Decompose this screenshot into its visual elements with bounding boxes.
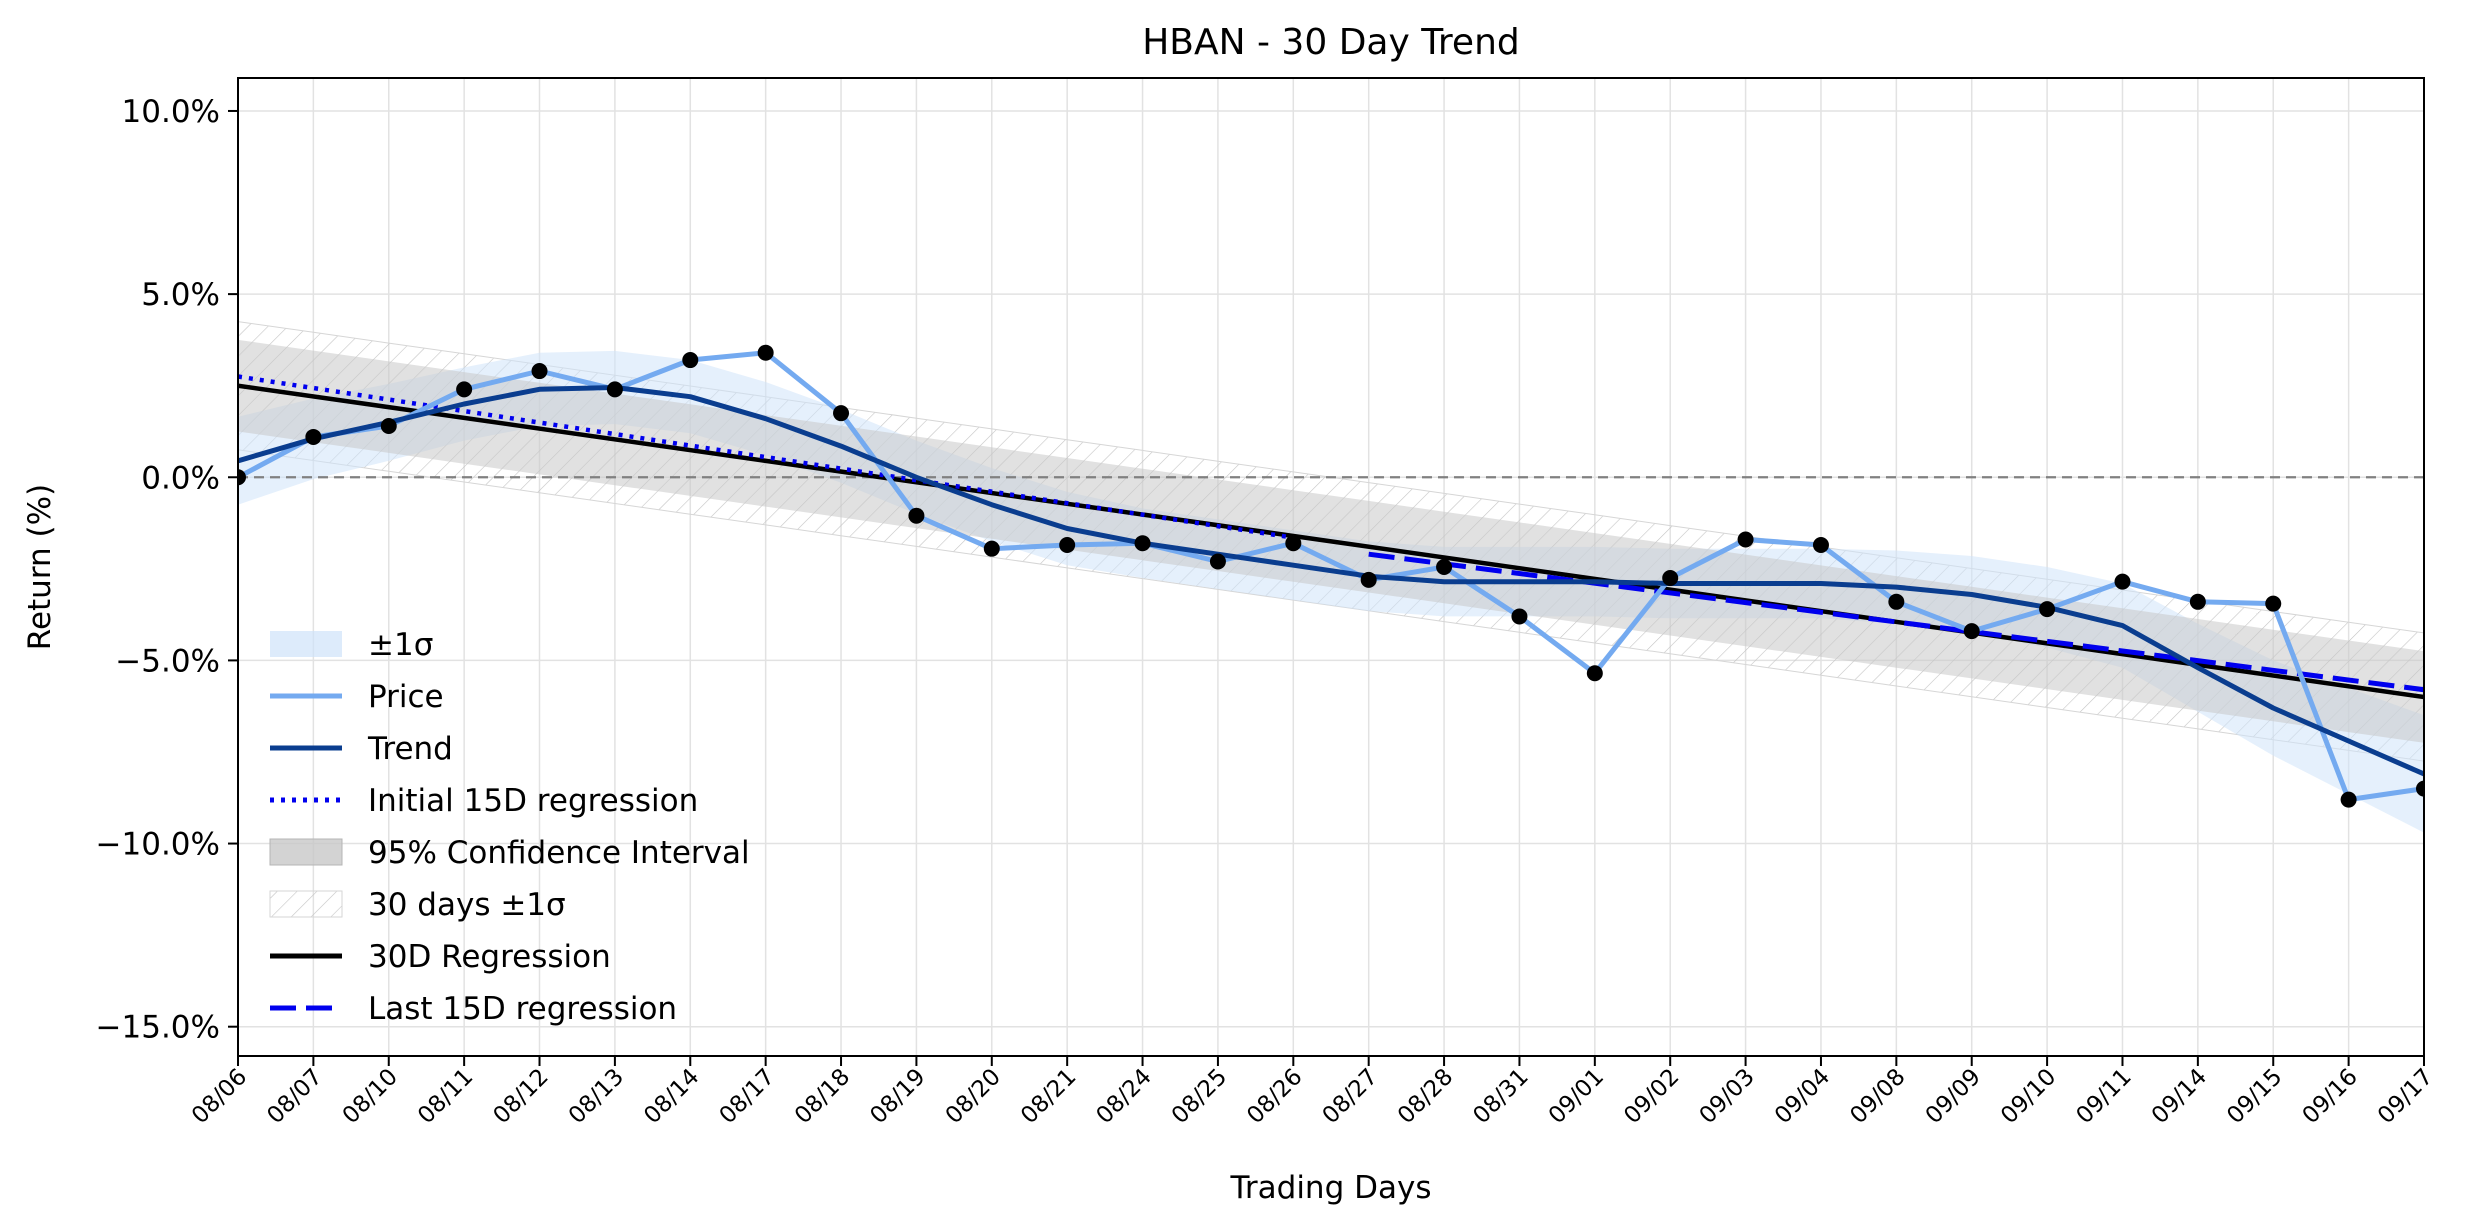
legend-label: ±1σ: [368, 627, 433, 663]
x-tick-label: 09/01: [1544, 1064, 1609, 1129]
price-point: [1888, 593, 1905, 610]
price-point: [1360, 571, 1377, 588]
price-point: [1662, 569, 1679, 586]
price-point: [2039, 601, 2056, 618]
legend-item-ci95: 95% Confidence Interval: [269, 835, 750, 871]
legend-label: 30 days ±1σ: [368, 887, 566, 923]
x-axis: 08/06 08/07 08/10 08/11 08/12 08/13 08/14 08/17…: [187, 1056, 2438, 1129]
x-tick-label: 08/19: [865, 1064, 930, 1129]
price-point: [833, 405, 850, 422]
x-tick-label: 08/25: [1167, 1064, 1232, 1129]
x-tick-label: 08/14: [639, 1064, 704, 1129]
x-tick-label: 09/03: [1695, 1064, 1760, 1129]
price-point: [531, 363, 548, 380]
x-tick-label: 08/31: [1468, 1064, 1533, 1129]
price-point: [2189, 593, 2206, 610]
x-tick-label: 08/13: [564, 1064, 629, 1129]
price-point: [380, 417, 397, 434]
x-tick-label: 09/02: [1619, 1064, 1684, 1129]
x-tick-label: 08/18: [790, 1064, 855, 1129]
legend-label: Trend: [367, 731, 453, 767]
legend-item-last15: Last 15D regression: [270, 991, 677, 1027]
price-point: [1963, 623, 1980, 640]
x-tick-label: 09/04: [1770, 1064, 1835, 1129]
x-tick-label: 09/10: [1996, 1064, 2061, 1129]
price-point: [1586, 665, 1603, 682]
chart-title: HBAN - 30 Day Trend: [1142, 22, 1520, 63]
y-tick-label: −15.0%: [96, 1010, 220, 1046]
regression-initial-15d-line: [238, 374, 1294, 540]
price-point: [2416, 780, 2424, 797]
price-point: [2265, 595, 2282, 612]
y-tick-label: 5.0%: [141, 277, 220, 313]
price-point: [1209, 553, 1226, 570]
x-tick-label: 09/16: [2298, 1064, 2363, 1129]
x-tick-label: 08/24: [1092, 1064, 1157, 1129]
price-point: [1436, 559, 1453, 575]
regression-30d-line: [238, 383, 2424, 700]
price-point: [606, 381, 623, 398]
legend-item-initial15: Initial 15D regression: [270, 783, 698, 819]
legend-swatch: [269, 838, 343, 866]
x-tick-label: 08/11: [413, 1064, 478, 1129]
legend-swatch: [269, 890, 343, 918]
x-tick-label: 08/12: [488, 1064, 553, 1129]
x-tick-label: 09/14: [2147, 1064, 2212, 1129]
plot-area: [238, 321, 2424, 833]
legend-label: 95% Confidence Interval: [368, 835, 750, 871]
legend: ±1σ Price Trend Initial 15D regression 95% C…: [269, 627, 750, 1027]
price-point: [1134, 535, 1151, 552]
x-tick-label: 08/20: [941, 1064, 1006, 1129]
legend-item-band30: 30 days ±1σ: [269, 887, 566, 923]
x-tick-label: 09/15: [2222, 1064, 2287, 1129]
price-point: [238, 469, 246, 486]
plot-frame: [237, 77, 2425, 1057]
x-tick-label: 08/06: [187, 1064, 252, 1129]
price-point: [1059, 537, 1076, 554]
x-tick-label: 08/26: [1242, 1064, 1307, 1129]
x-tick-label: 09/17: [2373, 1064, 2438, 1129]
price-point: [908, 507, 925, 524]
y-tick-label: 10.0%: [122, 94, 220, 130]
x-tick-label: 09/08: [1845, 1064, 1910, 1129]
price-point: [2340, 791, 2357, 808]
x-tick-label: 08/17: [715, 1064, 780, 1129]
x-tick-label: 09/11: [2071, 1064, 2136, 1129]
band-sigma: [238, 350, 2424, 833]
legend-item-trend: Trend: [270, 731, 453, 767]
x-tick-label: 08/10: [338, 1064, 403, 1129]
y-axis: 10.0% 5.0% 0.0% −5.0% −10.0% −15.0%: [96, 94, 238, 1046]
price-point: [1511, 608, 1528, 625]
price-point: [1285, 535, 1302, 552]
price-point: [983, 540, 1000, 557]
x-axis-label: Trading Days: [1230, 1170, 1432, 1206]
x-tick-label: 08/21: [1016, 1064, 1081, 1129]
legend-item-sigma: ±1σ: [270, 627, 433, 663]
legend-label: Initial 15D regression: [368, 783, 698, 819]
x-tick-label: 08/27: [1318, 1064, 1383, 1129]
x-tick-label: 08/28: [1393, 1064, 1458, 1129]
x-tick-label: 08/07: [262, 1064, 327, 1129]
y-tick-label: −5.0%: [115, 643, 220, 679]
trend-line: [238, 385, 2424, 777]
y-tick-label: 0.0%: [141, 460, 220, 496]
price-point: [1737, 531, 1754, 548]
legend-label: 30D Regression: [368, 939, 611, 975]
legend-label: Last 15D regression: [368, 991, 677, 1027]
legend-item-reg30: 30D Regression: [270, 939, 611, 975]
regression-last-15d-line: [1368, 551, 2424, 693]
legend-swatch: [270, 631, 342, 657]
legend-item-price: Price: [270, 679, 444, 715]
price-point: [305, 428, 322, 445]
price-point: [2114, 573, 2131, 590]
price-point: [682, 352, 699, 369]
x-tick-label: 09/09: [1921, 1064, 1986, 1129]
y-tick-label: −10.0%: [96, 827, 220, 863]
legend-label: Price: [368, 679, 444, 715]
price-point: [456, 381, 473, 398]
y-axis-label: Return (%): [22, 484, 58, 650]
price-point: [757, 344, 774, 361]
price-point: [1812, 537, 1829, 554]
